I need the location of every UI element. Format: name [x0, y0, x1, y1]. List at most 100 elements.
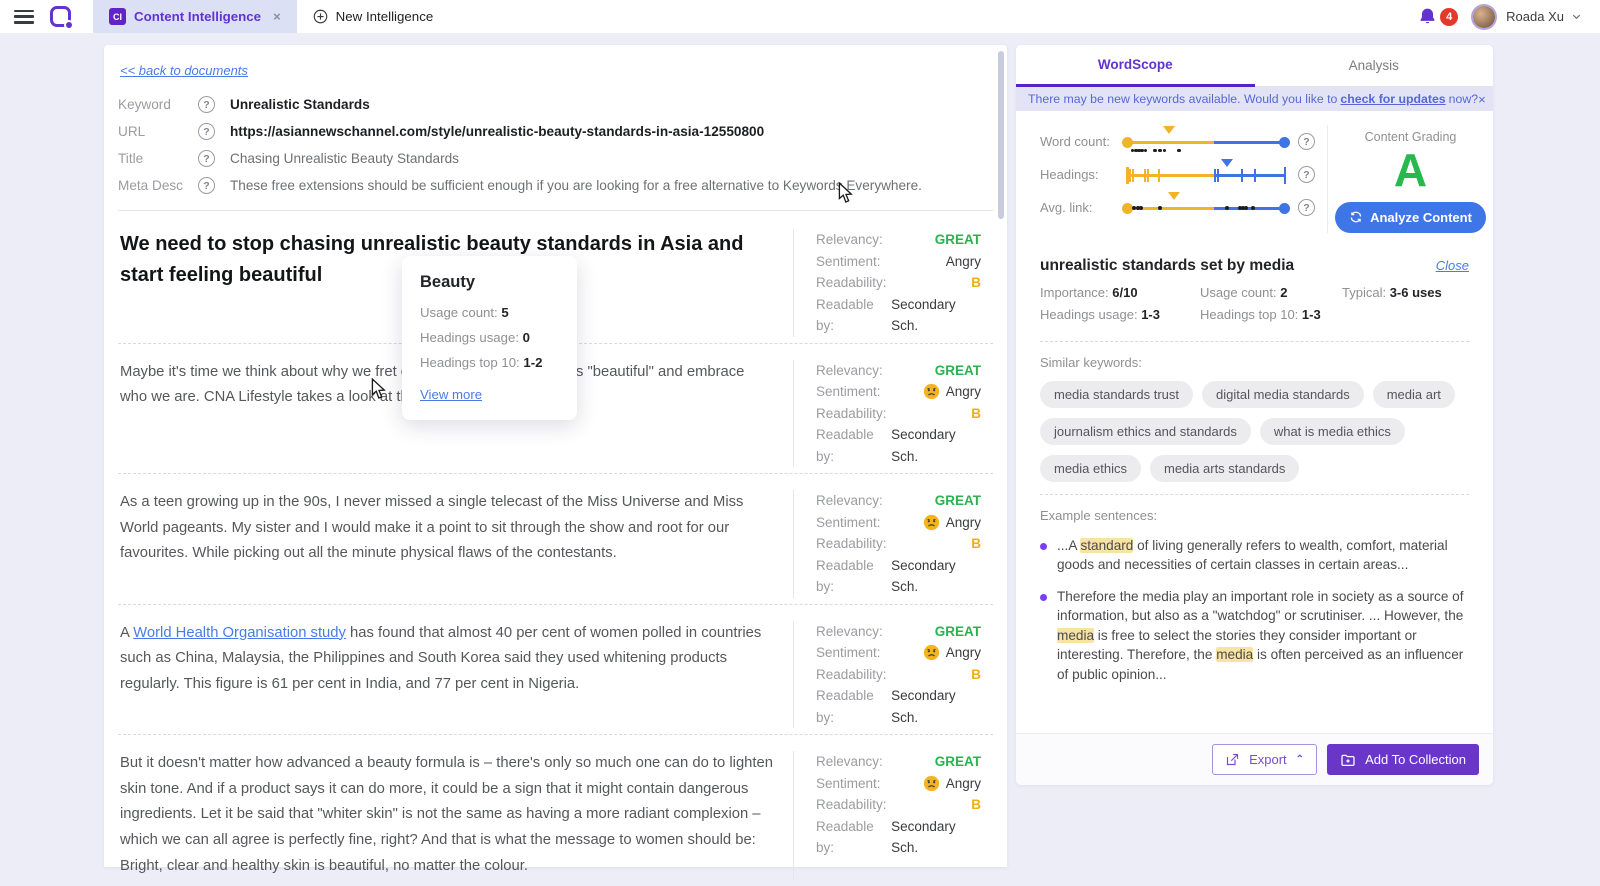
metric-value: Secondary Sch. [891, 818, 956, 856]
metric-label: Relevancy: [816, 754, 883, 769]
article-row: A World Health Organisation study has fo… [118, 603, 993, 735]
similar-keyword-chips: media standards trust digital media stand… [1040, 380, 1469, 482]
keyword-stat: Typical: 3-6 uses [1342, 284, 1442, 300]
metric-value: GREAT [934, 232, 981, 247]
similar-keyword-chip[interactable]: media art [1372, 380, 1455, 408]
metric-value: GREAT [934, 623, 981, 639]
data-dot [1138, 206, 1143, 210]
similar-keyword-chip[interactable]: journalism ethics and standards [1040, 417, 1251, 445]
text-segment: has found that almost 40 per cent of wom… [120, 624, 762, 692]
slider-track[interactable] [1126, 158, 1286, 191]
keyword-detail-section: unrealistic standards set by media Close… [1016, 243, 1493, 733]
add-to-collection-button[interactable]: Add To Collection [1327, 744, 1479, 775]
similar-keyword-chip[interactable]: media arts standards [1149, 454, 1300, 482]
slider-segment-blue [1214, 173, 1286, 177]
metrics-block: Relevancy: GREAT Sentiment: Angry Readabilit… [793, 229, 991, 337]
text-segment: As a teen growing up in the 90s, I never… [120, 494, 744, 562]
wordscope-footer: Export ⌃ Add To Collection [1016, 733, 1493, 785]
close-tab-icon[interactable]: × [273, 9, 281, 24]
text-segment: of living generally refers to wealth, co… [1057, 537, 1448, 573]
text-segment: Therefore the media play an important ro… [1057, 588, 1464, 624]
back-to-documents-link[interactable]: << back to documents [120, 63, 248, 78]
metric-value: B [971, 666, 981, 682]
tab-analysis[interactable]: Analysis [1254, 45, 1493, 87]
text-segment: But it doesn't matter how advanced a bea… [120, 755, 773, 874]
export-button[interactable]: Export ⌃ [1212, 744, 1318, 775]
text-segment: ...A [1057, 537, 1081, 553]
data-dot [1158, 148, 1162, 153]
article-paragraph: A World Health Organisation study has fo… [120, 621, 775, 729]
tooltip-stats: Usage count: 5 Headings usage: 0 Headings … [420, 305, 559, 370]
hamburger-menu-icon[interactable] [14, 9, 34, 24]
tab-content-intelligence[interactable]: CI Content Intelligence × [93, 0, 297, 33]
angry-face-emoji [923, 775, 939, 791]
sliders: Word count:? Headings:? Avg. link:? [1016, 125, 1327, 233]
article-paragraph: But it doesn't matter how advanced a bea… [120, 751, 775, 880]
user-name: Roada Xu [1506, 9, 1564, 24]
scrollbar-thumb[interactable] [998, 51, 1004, 219]
analyze-content-button[interactable]: Analyze Content [1335, 201, 1486, 233]
data-dot [1162, 148, 1167, 153]
metric-label: Readability: [816, 275, 887, 290]
metric-value: Secondary Sch. [891, 688, 956, 725]
keyword-stat: Usage count: 2 [1200, 284, 1288, 300]
check-for-updates-link[interactable]: check for updates [1340, 92, 1446, 106]
metric-label: Sentiment: [816, 514, 881, 530]
data-dot [1153, 148, 1157, 153]
metric-relevancy: Relevancy: GREAT [816, 490, 981, 512]
tab-new-intelligence[interactable]: New Intelligence [297, 0, 450, 33]
similar-keyword-chip[interactable]: media standards trust [1040, 380, 1194, 408]
help-icon[interactable]: ? [1298, 133, 1315, 150]
mouse-cursor [838, 182, 853, 203]
help-icon[interactable]: ? [198, 150, 215, 167]
slider-marker-icon[interactable] [1168, 191, 1180, 200]
slider-track[interactable] [1122, 125, 1290, 158]
metric-readability: Readability: B [816, 664, 981, 686]
notification-count-badge[interactable]: 4 [1440, 7, 1459, 26]
similar-keyword-chip[interactable]: what is media ethics [1259, 417, 1405, 445]
slider-tick [1132, 168, 1135, 182]
similar-keyword-chip[interactable]: digital media standards [1202, 380, 1364, 408]
metric-value: GREAT [934, 362, 981, 378]
slider-tick [1254, 168, 1256, 182]
close-link[interactable]: Close [1435, 257, 1469, 273]
banner-close-icon[interactable]: × [1478, 91, 1486, 107]
slider-segment-gold [1126, 206, 1214, 210]
metric-sentiment: Sentiment: Angry [816, 251, 981, 273]
metric-value: Secondary Sch. [891, 296, 956, 334]
metric-value: Secondary Sch. [891, 557, 956, 595]
data-dot [1137, 148, 1141, 153]
slider-tick [1129, 168, 1132, 182]
slider-label: Headings: [1040, 167, 1099, 182]
metric-value: B [971, 797, 981, 812]
top-bar: CI Content Intelligence × New Intelligen… [0, 0, 1600, 33]
view-more-link[interactable]: View more [420, 387, 483, 402]
notification-bell-icon[interactable] [1418, 7, 1437, 26]
slider-marker-icon[interactable] [1163, 125, 1176, 134]
similar-keyword-chip[interactable]: media ethics [1040, 454, 1141, 482]
help-icon[interactable]: ? [1298, 199, 1315, 216]
example-sentence: Therefore the media play an important ro… [1040, 587, 1469, 685]
metric-relevancy: Relevancy: GREAT [816, 751, 981, 773]
tab-wordscope[interactable]: WordScope [1016, 45, 1255, 87]
metric-value: B [971, 536, 981, 551]
slider-segment-blue [1214, 140, 1286, 144]
chevron-down-icon[interactable] [1571, 11, 1582, 22]
article-paragraph: As a teen growing up in the 90s, I never… [120, 490, 775, 598]
inline-link[interactable]: World Health Organisation study [133, 624, 346, 641]
slider-marker-icon[interactable] [1220, 158, 1233, 167]
keyword-tooltip: Beauty Usage count: 5 Headings usage: 0 He… [402, 256, 577, 420]
slider-track[interactable] [1122, 191, 1290, 224]
article-row: We need to stop chasing unrealistic beau… [118, 211, 993, 343]
slider-segment-gold [1126, 140, 1214, 144]
metric-label: Readability: [816, 405, 887, 421]
help-icon[interactable]: ? [198, 96, 215, 113]
metric-value: GREAT [934, 754, 981, 769]
user-avatar[interactable] [1473, 5, 1496, 28]
help-icon[interactable]: ? [1298, 166, 1315, 183]
help-icon[interactable]: ? [198, 123, 215, 140]
metric-relevancy: Relevancy: GREAT [816, 621, 981, 643]
metrics-block: Relevancy: GREAT Sentiment: Angry Readabilit… [793, 620, 991, 728]
slider-segment-blue [1214, 206, 1286, 210]
help-icon[interactable]: ? [198, 177, 215, 194]
